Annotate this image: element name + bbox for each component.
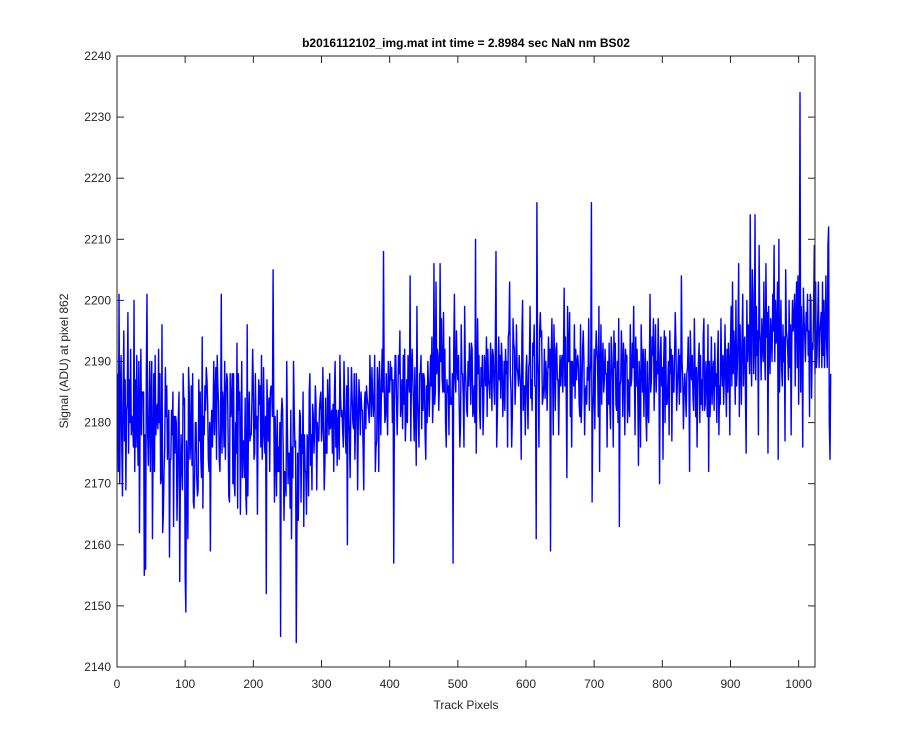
y-axis-ticks: 2140 2150 2160 2170 2180 2190 2200 2210 2220 2230… — [84, 49, 815, 674]
x-tick-label: 300 — [311, 677, 331, 691]
y-tick-label: 2240 — [84, 49, 111, 63]
series-line-signal — [116, 91, 832, 644]
y-tick-label: 2180 — [84, 416, 111, 430]
x-tick-label: 100 — [175, 677, 195, 691]
x-tick-label: 0 — [114, 677, 121, 691]
x-tick-label: 600 — [516, 677, 536, 691]
x-tick-label: 500 — [448, 677, 468, 691]
y-tick-label: 2210 — [84, 232, 111, 246]
x-axis-ticks: 0 100 200 300 400 500 600 700 800 900 1000 — [114, 56, 812, 691]
x-tick-label: 800 — [652, 677, 672, 691]
x-tick-label: 700 — [584, 677, 604, 691]
x-tick-label: 1000 — [785, 677, 812, 691]
x-tick-label: 900 — [720, 677, 740, 691]
y-tick-label: 2220 — [84, 171, 111, 185]
y-tick-label: 2140 — [84, 660, 111, 674]
y-tick-label: 2170 — [84, 477, 111, 491]
x-tick-label: 400 — [380, 677, 400, 691]
plot-frame — [116, 55, 816, 668]
x-axis-label: Track Pixels — [434, 698, 499, 712]
y-tick-label: 2150 — [84, 599, 111, 613]
x-tick-label: 200 — [243, 677, 263, 691]
y-tick-label: 2230 — [84, 110, 111, 124]
y-tick-label: 2160 — [84, 538, 111, 552]
chart-title: b2016112102_img.mat int time = 2.8984 se… — [302, 36, 630, 50]
y-axis-label: Signal (ADU) at pixel 862 — [57, 293, 71, 428]
y-tick-label: 2200 — [84, 293, 111, 307]
y-tick-label: 2190 — [84, 355, 111, 369]
